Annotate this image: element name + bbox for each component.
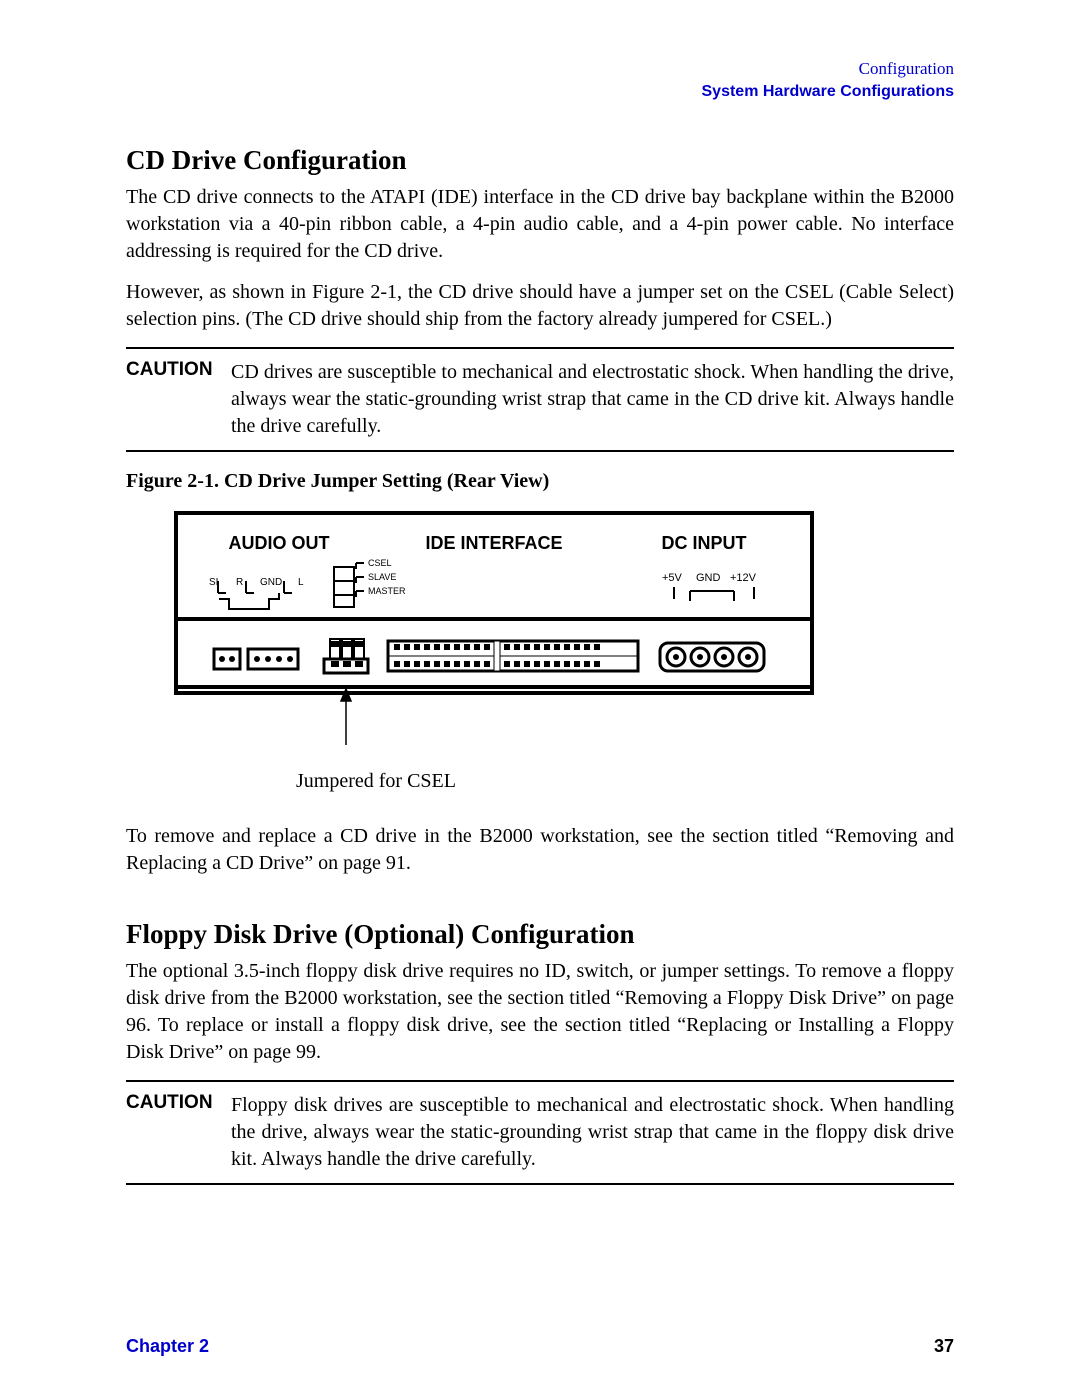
svg-text:MASTER: MASTER	[368, 586, 406, 596]
paragraph: To remove and replace a CD drive in the …	[126, 823, 954, 877]
svg-text:+5V: +5V	[662, 572, 683, 584]
paragraph: However, as shown in Figure 2-1, the CD …	[126, 279, 954, 333]
caution-text: CD drives are susceptible to mechanical …	[231, 359, 954, 440]
dc-sublabels: +5V GND +12V	[662, 572, 757, 584]
header-section: System Hardware Configurations	[126, 81, 954, 103]
jumper-sublabels: CSEL SLAVE MASTER	[356, 558, 406, 597]
paragraph: The optional 3.5-inch floppy disk drive …	[126, 958, 954, 1066]
cd-drive-rear-svg: AUDIO OUT IDE INTERFACE DC INPUT SI R GN…	[174, 511, 814, 751]
label-dc-input: DC INPUT	[662, 533, 747, 553]
caution-block: CAUTION CD drives are susceptible to mec…	[126, 347, 954, 452]
dc-power-connector	[660, 643, 764, 671]
figure-annotation: Jumpered for CSEL	[296, 770, 954, 793]
paragraph: The CD drive connects to the ATAPI (IDE)…	[126, 184, 954, 265]
caution-text: Floppy disk drives are susceptible to me…	[231, 1092, 954, 1173]
page-footer: Chapter 2 37	[126, 1336, 954, 1357]
callout-arrow	[341, 689, 351, 745]
svg-text:R: R	[236, 577, 243, 588]
footer-chapter: Chapter 2	[126, 1336, 209, 1357]
ide-40pin	[388, 641, 638, 671]
running-header: Configuration System Hardware Configurat…	[126, 58, 954, 103]
section-heading-floppy: Floppy Disk Drive (Optional) Configurati…	[126, 919, 954, 950]
page: Configuration System Hardware Configurat…	[0, 0, 1080, 1397]
svg-text:+12V: +12V	[730, 572, 757, 584]
caution-label: CAUTION	[126, 359, 231, 381]
label-ide-interface: IDE INTERFACE	[425, 533, 562, 553]
section-heading-cd-drive: CD Drive Configuration	[126, 145, 954, 176]
header-chapter: Configuration	[126, 58, 954, 81]
svg-text:L: L	[298, 577, 304, 588]
svg-text:GND: GND	[696, 572, 721, 584]
svg-text:SLAVE: SLAVE	[368, 572, 396, 582]
figure-diagram: AUDIO OUT IDE INTERFACE DC INPUT SI R GN…	[174, 511, 954, 756]
audio-sublabels: SI R GND L	[209, 577, 304, 593]
audio-2pin	[214, 649, 240, 669]
caution-label: CAUTION	[126, 1092, 231, 1114]
footer-page-number: 37	[934, 1336, 954, 1357]
figure-caption: Figure 2-1. CD Drive Jumper Setting (Rea…	[126, 470, 954, 493]
svg-text:GND: GND	[260, 577, 282, 588]
label-audio-out: AUDIO OUT	[229, 533, 330, 553]
caution-block: CAUTION Floppy disk drives are susceptib…	[126, 1080, 954, 1185]
svg-text:CSEL: CSEL	[368, 558, 392, 568]
jumper-block	[324, 639, 368, 673]
